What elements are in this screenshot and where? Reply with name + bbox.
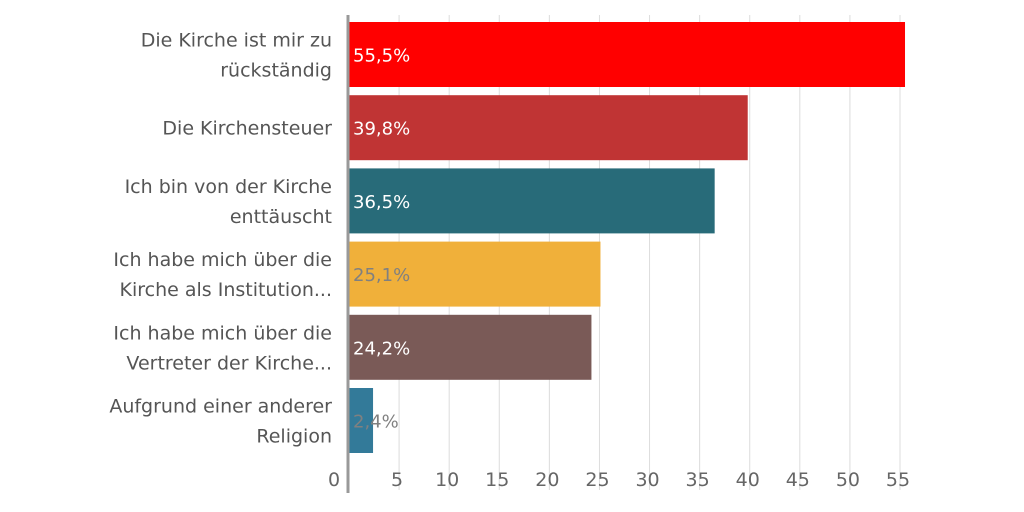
bar [349, 388, 374, 453]
category-label: Aufgrund einer anderer [109, 396, 332, 418]
bar [349, 168, 715, 234]
category-label: Die Kirche ist mir zu [141, 30, 332, 52]
value-label: 2,4% [353, 412, 399, 433]
value-label: 55,5% [353, 46, 410, 67]
value-label: 25,1% [353, 265, 410, 286]
x-tick-label: 15 [485, 469, 509, 491]
category-label: Ich habe mich über die [113, 249, 332, 271]
category-label: Kirche als Institution... [120, 279, 333, 301]
x-tick-label: 35 [686, 469, 710, 491]
category-labels: Die Kirche ist mir zu rückständig Die Kirc… [109, 30, 332, 448]
value-labels: 55,5% 39,8% 36,5% 25,1% 24,2% 2,4% [353, 46, 410, 433]
x-tick-label: 45 [786, 469, 810, 491]
category-label: Ich habe mich über die [113, 322, 332, 344]
category-label: Religion [256, 426, 332, 448]
value-label: 24,2% [353, 338, 410, 359]
x-tick-labels: 0 5 10 15 20 25 30 35 40 45 50 55 [328, 469, 910, 491]
x-tick-label: 20 [535, 469, 559, 491]
category-label: rückständig [220, 60, 332, 82]
bar [349, 22, 906, 87]
bars [349, 22, 906, 453]
x-tick-label: 0 [328, 469, 340, 491]
x-tick-label: 55 [886, 469, 910, 491]
bar [349, 241, 601, 307]
x-tick-label: 10 [435, 469, 459, 491]
x-tick-label: 25 [585, 469, 609, 491]
category-label: Die Kirchensteuer [162, 118, 332, 140]
x-tick-label: 5 [391, 469, 403, 491]
x-tick-label: 30 [635, 469, 659, 491]
value-label: 36,5% [353, 192, 410, 213]
category-label: Ich bin von der Kirche [125, 176, 332, 198]
category-label: Vertreter der Kirche... [126, 352, 332, 374]
bar [349, 314, 592, 380]
x-tick-label: 40 [736, 469, 760, 491]
bar [349, 95, 748, 161]
x-tick-label: 50 [836, 469, 860, 491]
value-label: 39,8% [353, 119, 410, 140]
category-label: enttäuscht [230, 206, 332, 228]
